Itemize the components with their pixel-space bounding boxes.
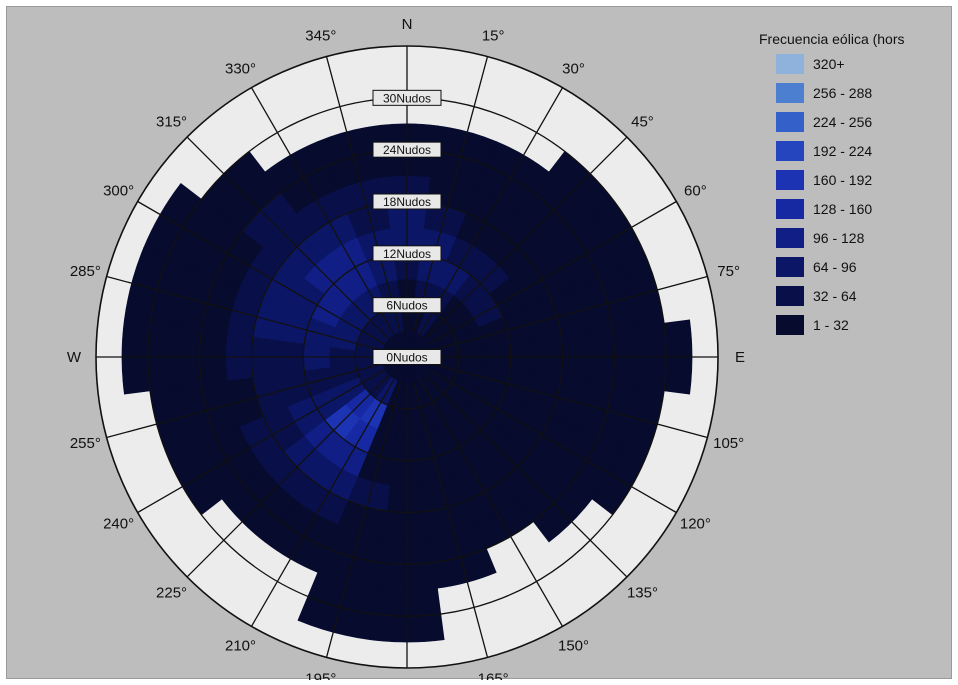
legend-item: 320+	[776, 49, 949, 78]
legend-label: 256 - 288	[813, 85, 872, 101]
direction-label: W	[67, 349, 82, 366]
legend-swatch	[776, 170, 804, 190]
legend-item: 1 - 32	[776, 310, 949, 339]
legend-title: Frecuencia eólica (hors	[759, 29, 949, 49]
legend-swatch	[776, 141, 804, 161]
direction-label: E	[735, 349, 745, 366]
legend-item: 224 - 256	[776, 107, 949, 136]
legend-swatch	[776, 315, 804, 335]
legend-swatch	[776, 286, 804, 306]
legend-label: 1 - 32	[813, 317, 849, 333]
legend-item: 160 - 192	[776, 165, 949, 194]
ring-label: 0Nudos	[386, 351, 427, 365]
legend-swatch	[776, 228, 804, 248]
legend-item: 192 - 224	[776, 136, 949, 165]
legend-label: 160 - 192	[813, 172, 872, 188]
ring-label: 24Nudos	[383, 143, 431, 157]
direction-label: 135°	[627, 584, 658, 601]
direction-label: 120°	[680, 516, 711, 533]
legend-label: 96 - 128	[813, 230, 864, 246]
ring-label: 18Nudos	[383, 195, 431, 209]
direction-label: 300°	[103, 183, 134, 200]
legend-label: 128 - 160	[813, 201, 872, 217]
legend-label: 32 - 64	[813, 288, 857, 304]
direction-label: 195°	[305, 671, 336, 680]
ring-label: 6Nudos	[386, 299, 427, 313]
direction-label: 240°	[103, 516, 134, 533]
legend-label: 224 - 256	[813, 114, 872, 130]
legend: Frecuencia eólica (hors 320+ 256 - 288 224…	[759, 29, 949, 339]
legend-item: 64 - 96	[776, 252, 949, 281]
legend-label: 64 - 96	[813, 259, 857, 275]
direction-label: 45°	[631, 114, 654, 131]
direction-label: 105°	[713, 435, 744, 452]
direction-label: 345°	[305, 27, 336, 44]
direction-label: 255°	[70, 435, 101, 452]
legend-swatch	[776, 199, 804, 219]
legend-swatch	[776, 83, 804, 103]
legend-swatch	[776, 54, 804, 74]
legend-item: 256 - 288	[776, 78, 949, 107]
legend-label: 320+	[813, 56, 845, 72]
direction-label: 165°	[478, 671, 509, 680]
legend-item: 32 - 64	[776, 281, 949, 310]
direction-label: 285°	[70, 263, 101, 280]
direction-label: 150°	[558, 637, 589, 654]
legend-label: 192 - 224	[813, 143, 872, 159]
direction-label: 15°	[482, 27, 505, 44]
ring-label: 12Nudos	[383, 247, 431, 261]
legend-item: 128 - 160	[776, 194, 949, 223]
chart-frame: 0Nudos 6Nudos 12Nudos 18Nudos 24Nudos 30Nudos…	[6, 6, 952, 679]
direction-label: 60°	[684, 183, 707, 200]
direction-label: 225°	[156, 584, 187, 601]
direction-label: 75°	[717, 263, 740, 280]
direction-label: 315°	[156, 114, 187, 131]
direction-label: 210°	[225, 637, 256, 654]
legend-item: 96 - 128	[776, 223, 949, 252]
direction-label: 330°	[225, 61, 256, 78]
legend-swatch	[776, 112, 804, 132]
direction-label: N	[402, 16, 413, 33]
direction-label: 30°	[562, 61, 585, 78]
ring-label: 30Nudos	[383, 91, 431, 105]
legend-swatch	[776, 257, 804, 277]
